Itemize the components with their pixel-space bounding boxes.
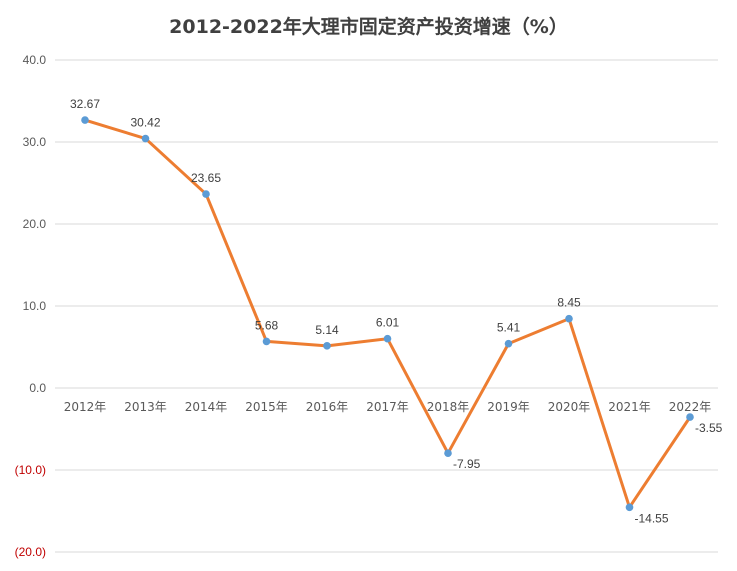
chart-title: 2012-2022年大理市固定资产投资增速（%） bbox=[169, 16, 568, 38]
x-tick-label: 2019年 bbox=[487, 400, 530, 414]
data-point bbox=[686, 413, 694, 421]
data-label: 6.01 bbox=[376, 316, 400, 330]
data-label: 8.45 bbox=[557, 296, 581, 310]
data-point bbox=[262, 337, 271, 346]
y-tick-label: 0.0 bbox=[29, 381, 46, 395]
x-tick-label: 2020年 bbox=[548, 400, 591, 414]
y-tick-label: 30.0 bbox=[23, 135, 47, 149]
data-point bbox=[141, 134, 150, 143]
x-tick-label: 2014年 bbox=[185, 400, 228, 414]
data-label: 32.67 bbox=[70, 97, 100, 111]
data-label: 23.65 bbox=[191, 171, 221, 185]
x-tick-label: 2022年 bbox=[669, 400, 712, 414]
data-point bbox=[323, 342, 331, 350]
x-tick-label: 2013年 bbox=[124, 400, 167, 414]
data-point bbox=[504, 339, 513, 348]
data-point bbox=[383, 334, 392, 343]
data-point bbox=[202, 190, 210, 198]
data-label: -14.55 bbox=[635, 511, 669, 525]
y-tick-label: 10.0 bbox=[23, 299, 47, 313]
data-label: 30.42 bbox=[130, 116, 160, 130]
x-tick-label: 2015年 bbox=[245, 400, 288, 414]
data-point bbox=[444, 449, 452, 457]
data-label: -3.55 bbox=[695, 421, 723, 435]
x-tick-label: 2017年 bbox=[366, 400, 409, 414]
series-line bbox=[83, 118, 692, 509]
data-point bbox=[625, 503, 634, 512]
y-tick-label: 40.0 bbox=[23, 53, 47, 67]
data-label: 5.14 bbox=[315, 323, 339, 337]
x-tick-label: 2016年 bbox=[306, 400, 349, 414]
data-label: -7.95 bbox=[453, 457, 481, 471]
y-tick-label: (20.0) bbox=[15, 545, 46, 559]
x-tick-label: 2021年 bbox=[608, 400, 651, 414]
data-label: 5.68 bbox=[255, 318, 279, 332]
y-tick-label: 20.0 bbox=[23, 217, 47, 231]
y-tick-label: (10.0) bbox=[15, 463, 46, 477]
x-tick-label: 2012年 bbox=[64, 400, 107, 414]
x-tick-label: 2018年 bbox=[427, 400, 470, 414]
data-label: 5.41 bbox=[497, 321, 521, 335]
data-point bbox=[565, 314, 573, 323]
data-point bbox=[81, 116, 89, 124]
